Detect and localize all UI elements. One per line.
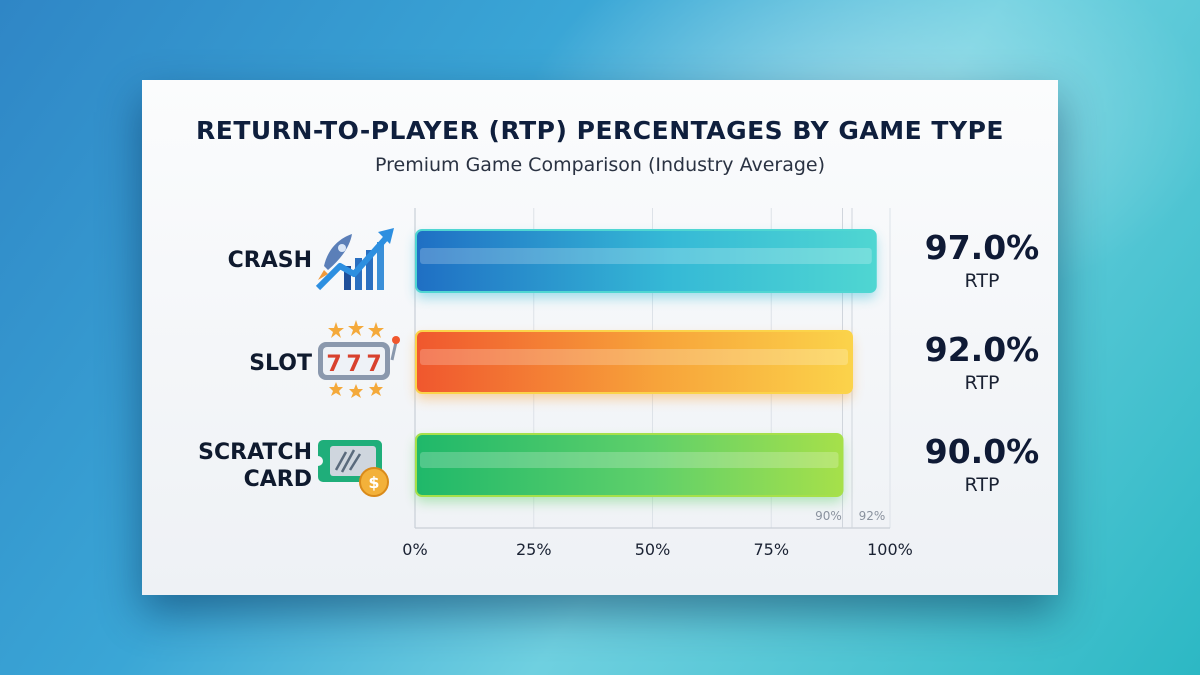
rtp-label-scratch-card: RTP [964, 474, 1000, 496]
x-tick-label-75: 75% [753, 540, 789, 559]
x-tick-label-100: 100% [867, 540, 913, 559]
category-label-slot: SLOT [249, 351, 312, 376]
rocket-growth-chart-icon [315, 228, 394, 291]
bar-highlight-1 [420, 349, 848, 365]
bar-chart-plot: 90% 92% 0% 25% 50% 75% 100% [402, 208, 913, 559]
chart-subtitle: Premium Game Comparison (Industry Averag… [374, 154, 826, 176]
reference-label-90: 90% [815, 509, 842, 523]
category-label-scratch-card: SCRATCH CARD [198, 440, 312, 492]
scratch-card-coin-icon: $ [316, 440, 389, 497]
svg-text:7: 7 [326, 352, 341, 377]
bar-highlight-2 [420, 452, 839, 468]
svg-text:7: 7 [366, 352, 381, 377]
x-tick-label-50: 50% [635, 540, 671, 559]
value-label-slot: 92.0% [924, 330, 1040, 369]
svg-text:7: 7 [346, 352, 361, 377]
rtp-label-crash: RTP [964, 270, 1000, 292]
bar-highlight-0 [420, 248, 872, 264]
reference-label-92: 92% [859, 509, 886, 523]
value-label-scratch-card: 90.0% [924, 432, 1040, 471]
chart-card: RETURN-TO-PLAYER (RTP) PERCENTAGES BY GA… [142, 80, 1058, 595]
slot-machine-777-icon: 7 7 7 [318, 320, 400, 398]
bar-scratch-card [415, 433, 844, 497]
x-tick-label-0: 0% [402, 540, 427, 559]
rtp-label-slot: RTP [964, 372, 1000, 394]
x-tick-label-25: 25% [516, 540, 552, 559]
svg-text:$: $ [368, 473, 379, 492]
chart-title: RETURN-TO-PLAYER (RTP) PERCENTAGES BY GA… [196, 116, 1004, 145]
bar-crash [415, 229, 877, 293]
bar-slot [415, 330, 853, 394]
category-label-crash: CRASH [227, 248, 312, 273]
value-label-crash: 97.0% [924, 228, 1040, 267]
